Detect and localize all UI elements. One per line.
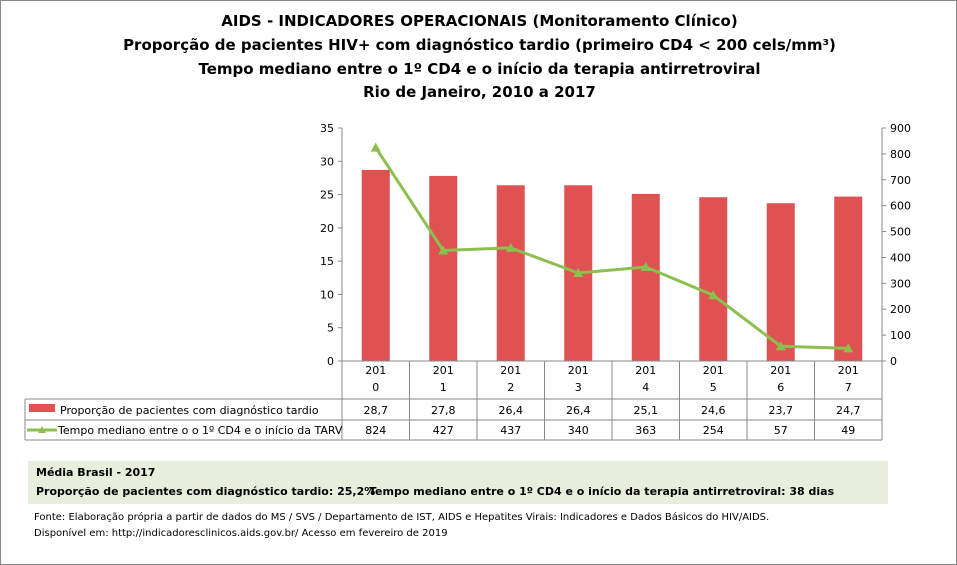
table-cell-bar-value: 24,6 — [701, 404, 726, 417]
table-cell-bar-value: 26,4 — [566, 404, 591, 417]
x-tick-label: 201 — [500, 364, 521, 377]
right-tick-label: 500 — [890, 226, 911, 239]
legend-triangle-marker — [38, 426, 46, 433]
chart-svg: 0510152025303501002003004005006007008009… — [24, 122, 911, 441]
line-point — [640, 262, 651, 272]
x-tick-label: 0 — [372, 381, 379, 394]
bar — [496, 185, 525, 361]
chart-title: AIDS - INDICADORES OPERACIONAIS (Monitor… — [221, 12, 738, 30]
chart-subtitle-2: Tempo mediano entre o 1º CD4 e o início … — [198, 60, 761, 78]
legend-line-label: Tempo mediano entre o o 1º CD4 e o iníci… — [57, 424, 343, 437]
x-tick-label: 201 — [838, 364, 859, 377]
left-tick-label: 30 — [320, 155, 334, 168]
table-cell-line-value: 427 — [433, 424, 454, 437]
x-tick-label: 201 — [433, 364, 454, 377]
table-cell-bar-value: 24,7 — [836, 404, 861, 417]
line-point — [438, 245, 449, 255]
x-tick-label: 4 — [642, 381, 649, 394]
x-tick-label: 201 — [703, 364, 724, 377]
line-series — [374, 146, 849, 350]
bar — [631, 193, 660, 361]
bar — [834, 196, 863, 361]
right-tick-label: 600 — [890, 200, 911, 213]
left-tick-label: 10 — [320, 288, 334, 301]
x-tick-label: 5 — [710, 381, 717, 394]
chart-subtitle-1: Proporção de pacientes HIV+ com diagnóst… — [123, 36, 836, 54]
right-tick-label: 0 — [890, 355, 897, 368]
source-line-2: Disponível em: http://indicadoresclinico… — [34, 528, 448, 539]
right-tick-label: 100 — [890, 329, 911, 342]
bar — [699, 197, 728, 361]
line-point — [505, 242, 516, 252]
table-cell-line-value: 49 — [841, 424, 855, 437]
right-tick-label: 800 — [890, 148, 911, 161]
right-tick-label: 300 — [890, 277, 911, 290]
bar — [429, 175, 458, 361]
table-cell-line-value: 254 — [703, 424, 724, 437]
left-tick-label: 20 — [320, 222, 334, 235]
legend-bar-swatch — [29, 404, 55, 412]
line-point — [370, 142, 381, 152]
bar — [766, 203, 795, 361]
line-point — [573, 267, 584, 277]
x-tick-label: 6 — [777, 381, 784, 394]
line-point — [843, 343, 854, 353]
table-cell-line-value: 363 — [635, 424, 656, 437]
x-tick-label: 1 — [440, 381, 447, 394]
x-tick-label: 201 — [770, 364, 791, 377]
left-tick-label: 15 — [320, 255, 334, 268]
media-prop: Proporção de pacientes com diagnóstico t… — [36, 485, 376, 498]
source-line-1: Fonte: Elaboração própria a partir de da… — [34, 512, 770, 523]
media-tempo: Tempo mediano entre o 1º CD4 e o início … — [369, 485, 835, 498]
table-cell-bar-value: 27,8 — [431, 404, 456, 417]
x-tick-label: 7 — [845, 381, 852, 394]
media-brasil-box: Média Brasil - 2017 Proporção de pacient… — [28, 461, 888, 504]
left-tick-label: 5 — [327, 322, 334, 335]
right-tick-label: 900 — [890, 122, 911, 135]
chart-subtitle-3: Rio de Janeiro, 2010 a 2017 — [363, 83, 596, 101]
x-tick-label: 201 — [365, 364, 386, 377]
legend-bar-label: Proporção de pacientes com diagnóstico t… — [60, 404, 319, 417]
right-tick-label: 400 — [890, 251, 911, 264]
table-cell-bar-value: 28,7 — [364, 404, 389, 417]
table-cell-bar-value: 25,1 — [634, 404, 659, 417]
right-tick-label: 200 — [890, 303, 911, 316]
line-point — [708, 290, 719, 300]
table-cell-bar-value: 23,7 — [769, 404, 794, 417]
line-point — [775, 341, 786, 351]
media-title: Média Brasil - 2017 — [36, 466, 156, 479]
table-cell-line-value: 437 — [500, 424, 521, 437]
x-tick-label: 2 — [507, 381, 514, 394]
table-cell-line-value: 824 — [365, 424, 386, 437]
table-cell-line-value: 57 — [774, 424, 788, 437]
table-cell-bar-value: 26,4 — [499, 404, 524, 417]
x-tick-label: 3 — [575, 381, 582, 394]
left-tick-label: 35 — [320, 122, 334, 135]
x-tick-label: 201 — [635, 364, 656, 377]
bar — [361, 169, 390, 361]
x-tick-label: 201 — [568, 364, 589, 377]
right-tick-label: 700 — [890, 174, 911, 187]
left-tick-label: 25 — [320, 189, 334, 202]
left-tick-label: 0 — [327, 355, 334, 368]
table-cell-line-value: 340 — [568, 424, 589, 437]
